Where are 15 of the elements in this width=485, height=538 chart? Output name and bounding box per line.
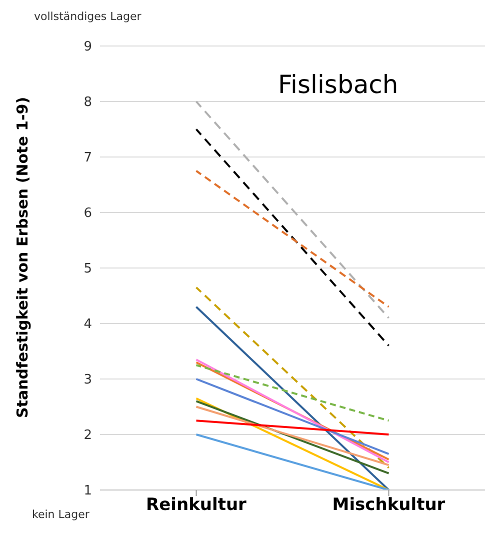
y-tick-label: 2 [84,428,92,444]
y-tick-label: 5 [84,262,92,277]
y-tick-label: 6 [84,206,92,222]
y-tick-label: 1 [84,484,92,499]
y-tick-label: 3 [84,372,92,388]
y-tick-label: 8 [84,95,92,110]
text: vollständiges Lager [34,10,142,23]
y-tick-label: 7 [84,150,92,166]
y-tick-label: 9 [84,40,92,55]
text: Fislisbach [278,70,398,99]
y-tick-label: 4 [84,317,92,332]
y-axis-title: Standfestigkeit von Erbsen (Note 1-9) [13,96,32,418]
x-tick-label: Reinkultur [146,495,248,516]
text: kein Lager [32,508,90,521]
x-tick-label: Mischkultur [332,495,446,516]
